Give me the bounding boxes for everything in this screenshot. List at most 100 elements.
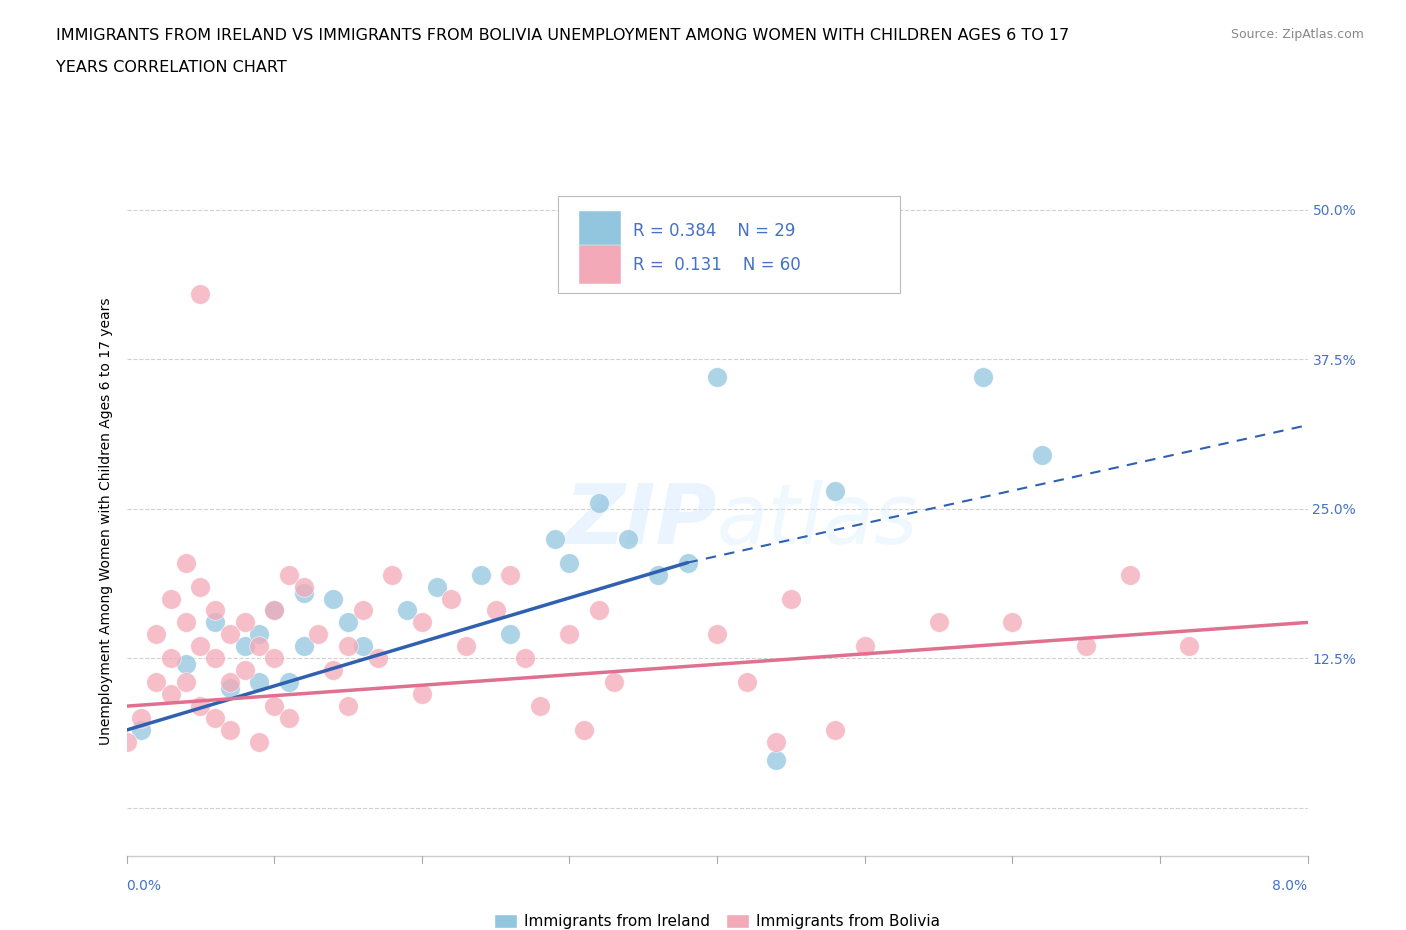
Point: [676, 555, 699, 570]
Point: [617, 531, 640, 546]
Point: [1178, 639, 1201, 654]
FancyBboxPatch shape: [579, 245, 621, 285]
Point: [706, 627, 728, 642]
Point: [219, 627, 242, 642]
Point: [204, 711, 226, 725]
Point: [129, 711, 153, 725]
Point: [603, 675, 626, 690]
Point: [1001, 615, 1024, 630]
Point: [188, 286, 211, 301]
Point: [337, 639, 360, 654]
Point: [396, 603, 419, 618]
Point: [292, 585, 315, 600]
Point: [233, 615, 256, 630]
Point: [204, 615, 226, 630]
Point: [247, 627, 270, 642]
Point: [1031, 447, 1053, 462]
Point: [247, 675, 270, 690]
Point: [263, 698, 285, 713]
FancyBboxPatch shape: [558, 196, 900, 293]
Point: [204, 651, 226, 666]
Y-axis label: Unemployment Among Women with Children Ages 6 to 17 years: Unemployment Among Women with Children A…: [100, 297, 114, 745]
Point: [233, 663, 256, 678]
Point: [337, 615, 360, 630]
Point: [129, 723, 153, 737]
Point: [529, 698, 551, 713]
Point: [515, 651, 537, 666]
Point: [174, 615, 197, 630]
Point: [307, 627, 329, 642]
Point: [470, 567, 492, 582]
Text: 8.0%: 8.0%: [1272, 879, 1308, 893]
Point: [765, 735, 787, 750]
Point: [928, 615, 950, 630]
Text: 0.0%: 0.0%: [127, 879, 162, 893]
Point: [352, 603, 374, 618]
Point: [145, 627, 167, 642]
Point: [219, 681, 242, 696]
Point: [352, 639, 374, 654]
Point: [558, 555, 581, 570]
Point: [824, 484, 846, 498]
Point: [499, 567, 522, 582]
Text: ZIP: ZIP: [564, 480, 717, 562]
Point: [278, 711, 301, 725]
Point: [425, 579, 447, 594]
Point: [278, 675, 301, 690]
Point: [824, 723, 846, 737]
Text: YEARS CORRELATION CHART: YEARS CORRELATION CHART: [56, 60, 287, 75]
Point: [411, 686, 433, 701]
Legend: Immigrants from Ireland, Immigrants from Bolivia: Immigrants from Ireland, Immigrants from…: [488, 908, 946, 930]
Point: [174, 555, 197, 570]
Point: [765, 752, 787, 767]
Point: [706, 370, 728, 385]
Point: [188, 579, 211, 594]
FancyBboxPatch shape: [579, 211, 621, 251]
Point: [411, 615, 433, 630]
Point: [233, 639, 256, 654]
Point: [972, 370, 994, 385]
Point: [263, 603, 285, 618]
Text: IMMIGRANTS FROM IRELAND VS IMMIGRANTS FROM BOLIVIA UNEMPLOYMENT AMONG WOMEN WITH: IMMIGRANTS FROM IRELAND VS IMMIGRANTS FR…: [56, 28, 1070, 43]
Point: [558, 627, 581, 642]
Point: [337, 698, 360, 713]
Point: [204, 603, 226, 618]
Point: [160, 686, 183, 701]
Point: [292, 579, 315, 594]
Point: [322, 591, 344, 606]
Point: [484, 603, 508, 618]
Point: [263, 651, 285, 666]
Point: [219, 675, 242, 690]
Text: atlas: atlas: [717, 480, 918, 562]
Point: [145, 675, 167, 690]
Point: [247, 639, 270, 654]
Point: [454, 639, 477, 654]
Point: [174, 675, 197, 690]
Point: [574, 723, 596, 737]
Text: Source: ZipAtlas.com: Source: ZipAtlas.com: [1230, 28, 1364, 41]
Point: [779, 591, 801, 606]
Point: [115, 735, 138, 750]
Point: [366, 651, 388, 666]
Text: R =  0.131    N = 60: R = 0.131 N = 60: [633, 256, 801, 273]
Point: [440, 591, 463, 606]
Point: [247, 735, 270, 750]
Point: [853, 639, 876, 654]
Point: [322, 663, 344, 678]
Point: [588, 603, 610, 618]
Point: [174, 657, 197, 671]
Point: [219, 723, 242, 737]
Point: [1076, 639, 1098, 654]
Point: [188, 698, 211, 713]
Point: [735, 675, 758, 690]
Point: [292, 639, 315, 654]
Point: [160, 591, 183, 606]
Point: [588, 496, 610, 511]
Point: [160, 651, 183, 666]
Point: [1119, 567, 1142, 582]
Point: [543, 531, 565, 546]
Point: [647, 567, 669, 582]
Text: R = 0.384    N = 29: R = 0.384 N = 29: [633, 222, 796, 240]
Point: [278, 567, 301, 582]
Point: [188, 639, 211, 654]
